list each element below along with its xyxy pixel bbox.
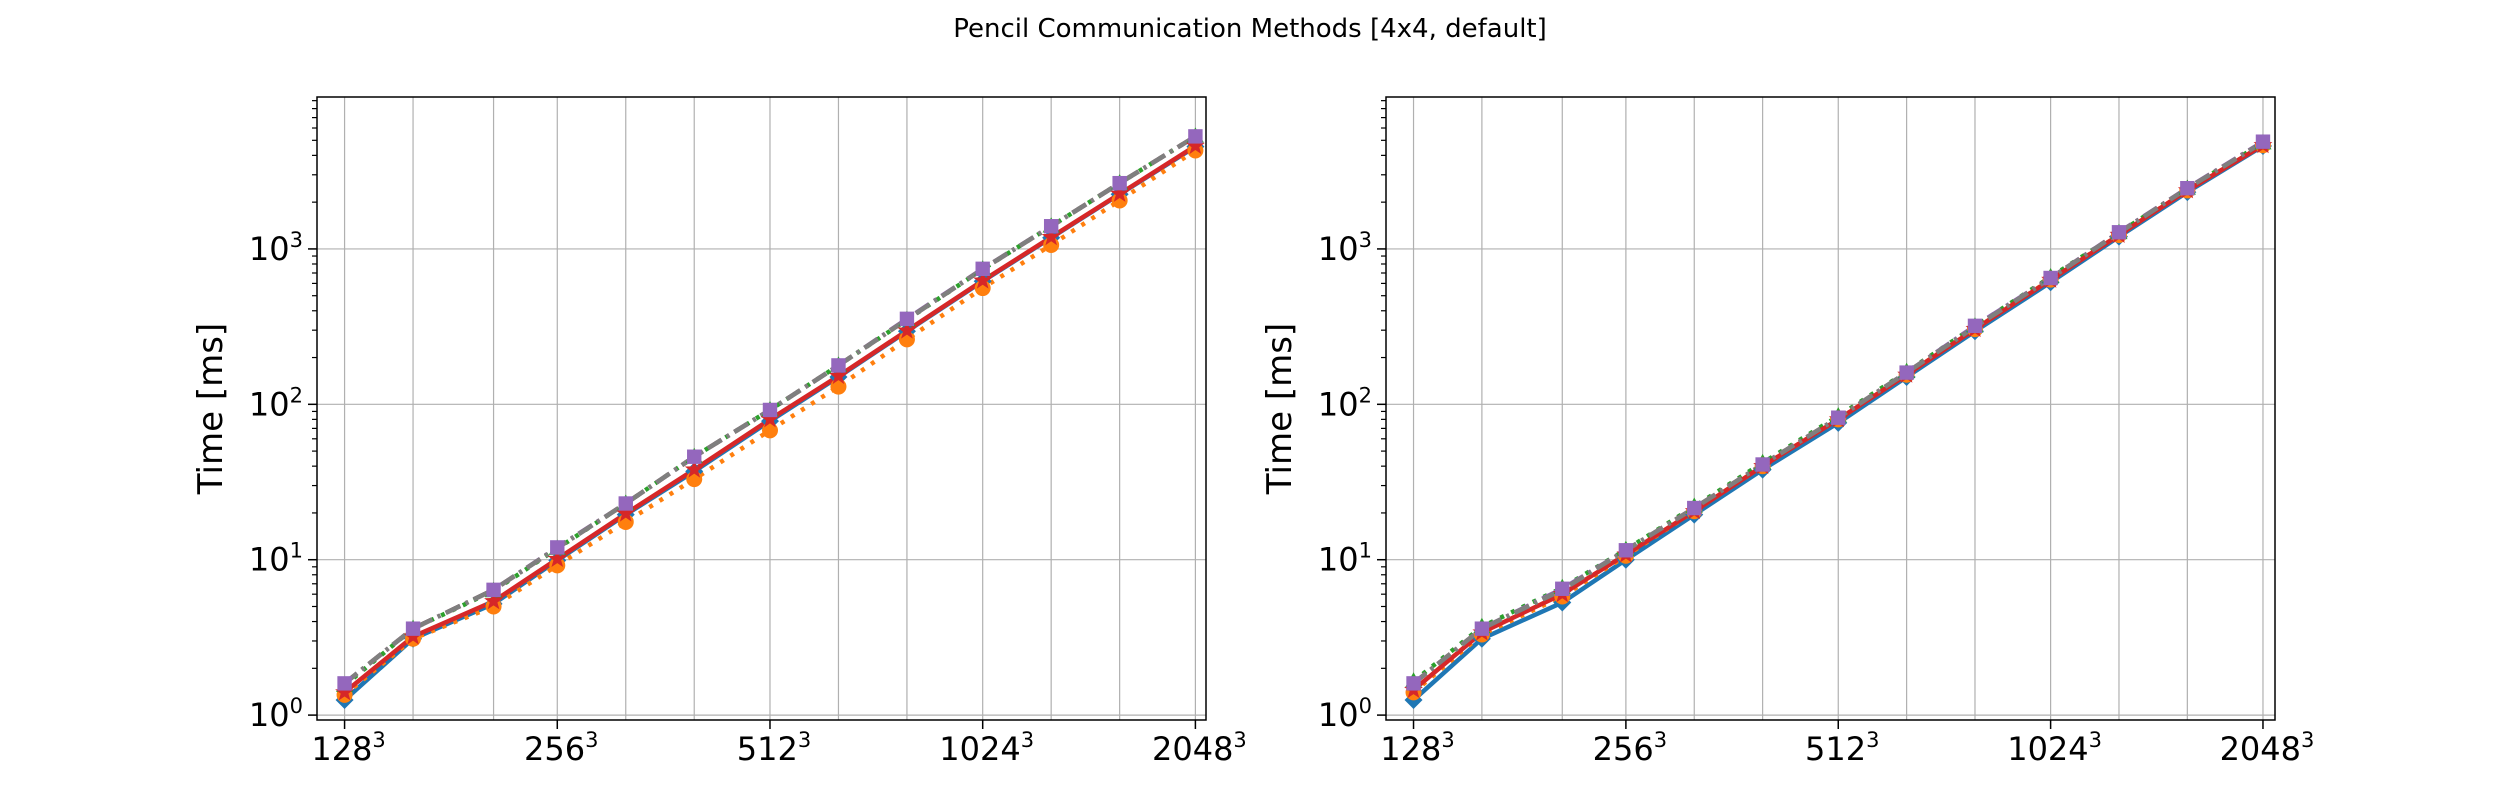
data-point [1555,581,1570,596]
plot-frame [1385,96,2276,721]
x-tick-label: 20483 [1152,728,1247,768]
y-tick-label: 103 [249,228,303,268]
data-point [973,270,993,289]
data-point [484,591,503,610]
x-tick-label: 10243 [2007,728,2102,768]
data-point [1899,365,1914,380]
data-point [337,676,352,691]
data-point [1474,621,1490,636]
data-point [1041,227,1061,246]
x-tick-label: 1283 [1380,728,1454,768]
x-tick-label: 5123 [737,728,811,768]
data-point [2043,270,2058,286]
data-point [1185,136,1205,154]
data-point [1831,410,1846,425]
data-point [975,261,990,276]
chart-panel-1: 100 101 102 103 1283 2563 5123 10243 20483 Time [… [191,96,1247,768]
x-tick-label: 1283 [311,728,385,768]
data-point [335,682,354,701]
data-point [1406,676,1421,691]
data-point [829,366,848,385]
data-point [616,503,636,522]
data-point [1110,184,1130,202]
data-point [1755,457,1770,472]
data-point [1188,129,1203,144]
y-tick-label: 103 [1318,228,1372,268]
data-point [899,311,915,327]
data-point [761,422,778,439]
data-point [1687,500,1702,516]
x-tick-label: 20483 [2220,728,2315,768]
data-point [618,496,633,511]
y-tick-label: 100 [249,694,303,734]
data-point [2255,134,2271,149]
data-point [831,358,846,373]
data-point [1618,543,1634,558]
data-point [550,540,565,555]
data-point [486,582,501,598]
x-tick-label: 2563 [524,728,598,768]
y-tick-label: 100 [1318,694,1372,734]
data-point [485,598,502,615]
data-point [1967,318,1983,334]
y-axis-label: Time [ms] [191,323,231,495]
data-point [1112,175,1127,191]
y-tick-label: 101 [249,539,303,579]
data-point [2111,225,2127,240]
data-point [762,402,778,418]
figure-title: Pencil Communication Methods [4x4, defau… [953,14,1547,44]
x-tick-label: 5123 [1805,728,1879,768]
plot-frame [316,96,1207,721]
data-point [687,449,702,464]
data-point [830,378,847,395]
y-tick-label: 102 [249,383,303,423]
data-point [547,549,567,568]
data-point [2180,180,2195,196]
data-point [1043,219,1059,234]
y-tick-label: 101 [1318,539,1372,579]
data-point [897,320,917,339]
chart-panel-2: 100 101 102 103 1283 2563 5123 10243 20483 Time [… [1260,96,2315,768]
y-tick-label: 102 [1318,383,1372,423]
data-point [760,409,780,428]
data-point [405,621,421,636]
y-axis-label: Time [ms] [1260,323,1300,495]
x-tick-label: 2563 [1593,728,1667,768]
data-point [684,459,704,478]
x-tick-label: 10243 [939,728,1034,768]
